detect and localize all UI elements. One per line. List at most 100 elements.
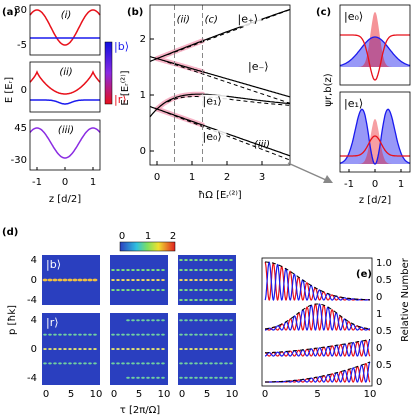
heatmap-spot bbox=[204, 279, 208, 281]
heatmap-spot bbox=[179, 289, 183, 291]
curve bbox=[339, 135, 411, 157]
axis-label: ψr,b(z) bbox=[323, 73, 334, 106]
x-tick-label: 10 bbox=[90, 389, 103, 400]
heatmap-spot bbox=[209, 289, 213, 291]
heatmap-spot bbox=[179, 269, 183, 271]
heatmap-spot bbox=[83, 348, 87, 350]
heatmap-spot bbox=[179, 319, 183, 322]
heatmap-spot bbox=[204, 289, 208, 291]
heatmap-spot bbox=[189, 333, 193, 336]
x-tick-label: 0 bbox=[62, 177, 68, 188]
density bbox=[339, 119, 411, 164]
heatmap-spot bbox=[131, 333, 135, 336]
heatmap-spot bbox=[189, 299, 193, 301]
heatmap-spot bbox=[73, 333, 77, 336]
curve bbox=[167, 61, 291, 104]
marker-tag: (c) bbox=[205, 14, 218, 25]
x-tick-label: 5 bbox=[136, 389, 142, 400]
heatmap-spot bbox=[214, 259, 218, 261]
heatmap-spot bbox=[53, 362, 57, 365]
heatmap-spot bbox=[179, 362, 183, 365]
heatmap-spot bbox=[52, 278, 58, 282]
x-tick-label: -1 bbox=[32, 177, 42, 188]
heatmap-spot bbox=[189, 319, 193, 322]
heatmap-spot bbox=[136, 279, 140, 281]
heatmap-spot bbox=[194, 348, 198, 350]
heatmap-spot bbox=[209, 376, 213, 379]
heatmap-spot bbox=[116, 362, 120, 365]
heatmap-spot bbox=[199, 348, 203, 350]
heatmap-spot bbox=[146, 289, 150, 291]
heatmap-spot bbox=[229, 319, 233, 322]
curve bbox=[339, 108, 411, 165]
heatmap-spot bbox=[126, 333, 130, 336]
heatmap-spot bbox=[88, 348, 92, 350]
heatmap-spot bbox=[131, 289, 135, 291]
colorbar bbox=[104, 41, 113, 105]
colorbar bbox=[119, 241, 176, 252]
heatmap-spot bbox=[53, 333, 57, 336]
heatmap-spot bbox=[189, 269, 193, 271]
heatmap-spot bbox=[126, 319, 130, 322]
x-tick-label: 0 bbox=[154, 172, 160, 183]
heatmap-spot bbox=[126, 289, 130, 291]
heatmap-spot bbox=[189, 289, 193, 291]
y-tick-label: 2 bbox=[140, 34, 146, 45]
x-tick-label: 0 bbox=[111, 389, 117, 400]
axis-label: z [d/2] bbox=[49, 194, 81, 205]
x-tick-label: 2 bbox=[224, 172, 230, 183]
heatmap-spot bbox=[68, 362, 72, 365]
state-label: |b⟩ bbox=[114, 40, 129, 53]
density bbox=[339, 37, 411, 67]
heatmap-spot bbox=[121, 269, 125, 271]
y-tick-label: -5 bbox=[17, 40, 27, 51]
heatmap-spot bbox=[141, 376, 145, 379]
heatmap-spot bbox=[161, 269, 165, 271]
curve bbox=[265, 339, 371, 354]
heatmap-spot bbox=[184, 259, 188, 261]
heatmap-spot bbox=[146, 269, 150, 271]
y-tick-label: 4 bbox=[31, 315, 37, 326]
heatmap-spot bbox=[219, 289, 223, 291]
state-label: |r⟩ bbox=[46, 316, 59, 329]
heatmap-spot bbox=[48, 333, 52, 336]
heatmap-spot bbox=[111, 269, 115, 271]
heatmap-spot bbox=[214, 319, 218, 322]
colorbar-tick-label: 0 bbox=[119, 231, 125, 242]
curve bbox=[265, 361, 371, 383]
heatmap-spot bbox=[214, 348, 218, 350]
heatmap-spot bbox=[209, 348, 213, 350]
heatmap-spot bbox=[194, 269, 198, 271]
y-tick-label: 1 bbox=[376, 309, 382, 320]
heatmap-spot bbox=[111, 348, 115, 350]
heatmap-spot bbox=[179, 376, 183, 379]
heatmap-spot bbox=[229, 348, 233, 350]
heatmap-spot bbox=[184, 362, 188, 365]
x-tick-label: 1 bbox=[398, 179, 404, 190]
label-bg bbox=[235, 12, 262, 27]
heatmap-spot bbox=[136, 289, 140, 291]
heatmap-spot bbox=[209, 269, 213, 271]
x-tick-label: 3 bbox=[259, 172, 265, 183]
y-tick-label: 0 bbox=[376, 377, 382, 388]
curve bbox=[29, 127, 101, 159]
heatmap-spot bbox=[156, 319, 160, 322]
heatmap-spot bbox=[199, 333, 203, 336]
heatmap-spot bbox=[63, 362, 67, 365]
heatmap-spot bbox=[131, 376, 135, 379]
colorbar-tick-label: 1 bbox=[145, 231, 151, 242]
heatmap-spot bbox=[199, 259, 203, 261]
heatmap-spot bbox=[83, 362, 87, 365]
heatmap-spot bbox=[63, 333, 67, 336]
heatmap-spot bbox=[224, 299, 228, 301]
panel-label: (b) bbox=[127, 7, 143, 18]
heatmap-spot bbox=[214, 269, 218, 271]
axis-label: E [Eᵣ] bbox=[4, 77, 15, 103]
heatmap-spot bbox=[214, 299, 218, 301]
heatmap-spot bbox=[87, 278, 93, 282]
panel-label: (c) bbox=[316, 7, 331, 18]
heatmap-spot bbox=[126, 348, 130, 350]
heatmap-spot bbox=[126, 362, 130, 365]
heatmap-spot bbox=[111, 362, 115, 365]
heatmap-spot bbox=[204, 362, 208, 365]
